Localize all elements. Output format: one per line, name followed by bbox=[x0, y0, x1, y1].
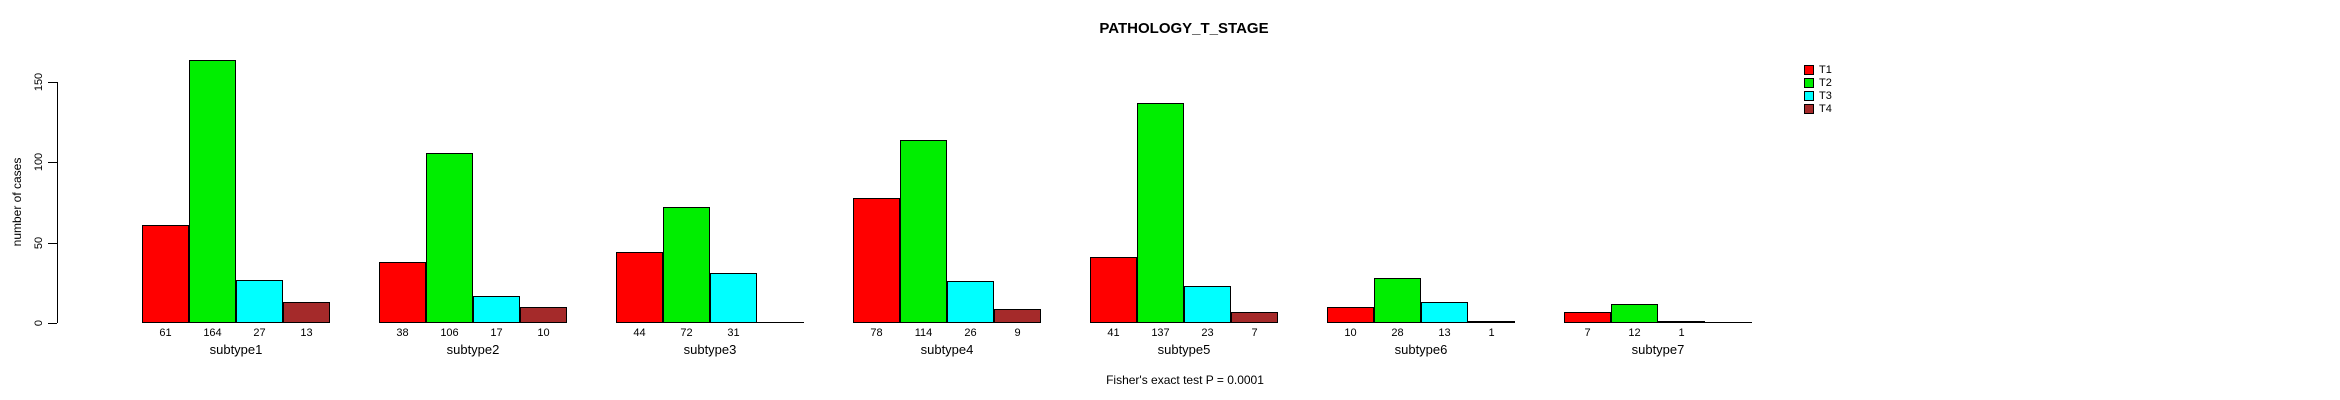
value-label-t2-subtype5: 137 bbox=[1151, 327, 1170, 339]
bar-t1-subtype5 bbox=[1090, 257, 1137, 323]
bar-t2-subtype2 bbox=[426, 153, 473, 323]
value-label-t1-subtype5: 41 bbox=[1107, 327, 1120, 339]
bar-t1-subtype2 bbox=[379, 262, 426, 323]
bar-t3-subtype3 bbox=[710, 273, 757, 323]
legend-item-t4: T4 bbox=[1804, 103, 1832, 115]
y-tick bbox=[48, 82, 57, 83]
legend-label-t2: T2 bbox=[1819, 77, 1832, 89]
bar-t3-subtype1 bbox=[236, 280, 283, 323]
bar-t1-subtype6 bbox=[1327, 307, 1374, 323]
value-label-t1-subtype7: 7 bbox=[1584, 327, 1591, 339]
bar-t2-subtype3 bbox=[663, 207, 710, 323]
value-label-t3-subtype7: 1 bbox=[1678, 327, 1685, 339]
fisher-test-annotation: Fisher's exact test P = 0.0001 bbox=[1106, 373, 1264, 387]
value-label-t3-subtype6: 13 bbox=[1438, 327, 1451, 339]
y-axis-line bbox=[57, 82, 58, 323]
chart-title: PATHOLOGY_T_STAGE bbox=[1099, 20, 1269, 37]
value-label-t3-subtype5: 23 bbox=[1201, 327, 1214, 339]
y-tick-label: 0 bbox=[33, 319, 45, 327]
bar-t2-subtype6 bbox=[1374, 278, 1421, 323]
bar-t3-subtype6 bbox=[1421, 302, 1468, 323]
value-label-t2-subtype3: 72 bbox=[680, 327, 693, 339]
value-label-t4-subtype6: 1 bbox=[1488, 327, 1495, 339]
value-label-t3-subtype2: 17 bbox=[490, 327, 503, 339]
legend-swatch-t1 bbox=[1804, 65, 1814, 75]
bar-t3-subtype4 bbox=[947, 281, 994, 323]
bar-t1-subtype7 bbox=[1564, 312, 1611, 323]
bar-t1-subtype1 bbox=[142, 225, 189, 323]
value-label-t2-subtype6: 28 bbox=[1391, 327, 1404, 339]
value-label-t4-subtype1: 13 bbox=[300, 327, 313, 339]
legend-item-t1: T1 bbox=[1804, 64, 1832, 76]
y-tick-label: 50 bbox=[33, 236, 45, 250]
category-label-subtype1: subtype1 bbox=[209, 342, 263, 357]
category-label-subtype5: subtype5 bbox=[1157, 342, 1211, 357]
legend: T1 T2 T3 T4 bbox=[1804, 64, 1832, 116]
y-tick-label: 150 bbox=[33, 72, 45, 92]
category-label-subtype7: subtype7 bbox=[1631, 342, 1685, 357]
value-label-t4-subtype4: 9 bbox=[1014, 327, 1021, 339]
value-label-t2-subtype1: 164 bbox=[203, 327, 222, 339]
value-label-t2-subtype7: 12 bbox=[1628, 327, 1641, 339]
bar-t2-subtype1 bbox=[189, 60, 236, 323]
value-label-t3-subtype3: 31 bbox=[727, 327, 740, 339]
legend-label-t1: T1 bbox=[1819, 64, 1832, 76]
legend-swatch-t3 bbox=[1804, 91, 1814, 101]
bar-t3-subtype5 bbox=[1184, 286, 1231, 323]
bar-t4-subtype1 bbox=[283, 302, 330, 323]
y-tick-label: 100 bbox=[33, 152, 45, 172]
value-label-t3-subtype1: 27 bbox=[253, 327, 266, 339]
bar-t2-subtype5 bbox=[1137, 103, 1184, 323]
bar-t1-subtype4 bbox=[853, 198, 900, 323]
bar-t4-subtype4 bbox=[994, 309, 1041, 323]
value-label-t1-subtype2: 38 bbox=[396, 327, 409, 339]
value-label-t4-subtype2: 10 bbox=[537, 327, 550, 339]
value-label-t1-subtype3: 44 bbox=[633, 327, 646, 339]
bar-t4-subtype3-zero bbox=[757, 322, 804, 323]
bar-t4-subtype5 bbox=[1231, 312, 1278, 323]
category-label-subtype2: subtype2 bbox=[446, 342, 500, 357]
value-label-t2-subtype4: 114 bbox=[914, 327, 933, 339]
bar-t4-subtype7-zero bbox=[1705, 322, 1752, 323]
category-label-subtype6: subtype6 bbox=[1394, 342, 1448, 357]
bar-t3-subtype2 bbox=[473, 296, 520, 323]
legend-item-t2: T2 bbox=[1804, 77, 1832, 89]
category-label-subtype4: subtype4 bbox=[920, 342, 974, 357]
bar-t1-subtype3 bbox=[616, 252, 663, 323]
bar-t2-subtype7 bbox=[1611, 304, 1658, 323]
legend-label-t3: T3 bbox=[1819, 90, 1832, 102]
y-axis-title: number of cases bbox=[10, 157, 24, 247]
category-label-subtype3: subtype3 bbox=[683, 342, 737, 357]
legend-swatch-t4 bbox=[1804, 104, 1814, 114]
bar-t4-subtype6 bbox=[1468, 321, 1515, 323]
legend-label-t4: T4 bbox=[1819, 103, 1832, 115]
legend-swatch-t2 bbox=[1804, 78, 1814, 88]
value-label-t2-subtype2: 106 bbox=[440, 327, 459, 339]
y-tick bbox=[48, 243, 57, 244]
value-label-t3-subtype4: 26 bbox=[964, 327, 977, 339]
value-label-t1-subtype4: 78 bbox=[870, 327, 883, 339]
bar-t4-subtype2 bbox=[520, 307, 567, 323]
value-label-t4-subtype5: 7 bbox=[1251, 327, 1258, 339]
y-tick bbox=[48, 323, 57, 324]
bar-t2-subtype4 bbox=[900, 140, 947, 323]
bar-t3-subtype7 bbox=[1658, 321, 1705, 323]
value-label-t1-subtype1: 61 bbox=[159, 327, 172, 339]
y-tick bbox=[48, 162, 57, 163]
legend-item-t3: T3 bbox=[1804, 90, 1832, 102]
value-label-t1-subtype6: 10 bbox=[1344, 327, 1357, 339]
